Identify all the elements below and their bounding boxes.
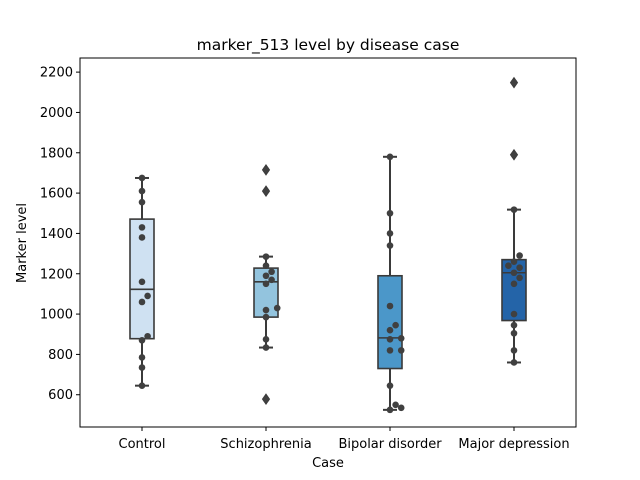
y-tick-label: 2000 — [40, 106, 73, 121]
data-point — [510, 206, 518, 213]
y-tick-label: 1400 — [40, 227, 73, 242]
y-tick-label: 2200 — [40, 66, 73, 81]
data-point — [510, 321, 518, 329]
data-point — [516, 264, 523, 272]
data-point — [144, 332, 151, 340]
x-tick-label: Control — [119, 437, 166, 452]
data-point — [386, 242, 394, 249]
data-point — [510, 280, 518, 288]
swarm-points — [386, 153, 405, 414]
data-point — [516, 274, 523, 282]
data-point — [262, 272, 270, 280]
x-tick-label: Major depression — [458, 437, 569, 452]
data-point — [262, 187, 270, 195]
data-point — [138, 234, 146, 241]
y-tick-label: 1200 — [40, 267, 73, 282]
data-point — [505, 262, 512, 269]
data-point — [262, 280, 270, 288]
plot-frame — [79, 57, 577, 428]
y-axis: 600 800 1000 1200 1400 1600 1800 2000 2200 — [40, 66, 80, 403]
x-axis-label: Case — [312, 456, 344, 471]
data-point — [268, 276, 275, 284]
y-tick-label: 1000 — [40, 308, 73, 323]
data-point — [262, 253, 270, 260]
data-point — [268, 268, 275, 276]
data-point — [273, 304, 281, 312]
data-point — [262, 306, 270, 314]
plot-area — [129, 76, 527, 414]
data-point — [262, 335, 270, 343]
data-point — [397, 347, 405, 354]
data-point — [386, 230, 394, 237]
x-tick-label: Schizophrenia — [220, 437, 311, 452]
data-point — [138, 354, 146, 361]
data-point — [510, 79, 518, 86]
data-point — [138, 174, 146, 182]
data-point — [262, 344, 270, 351]
x-axis: Control Schizophrenia Bipolar disorder Majo… — [119, 427, 570, 452]
data-point — [397, 404, 405, 412]
data-point — [386, 326, 394, 334]
box-iqr — [377, 274, 403, 370]
data-point — [262, 166, 270, 174]
data-point — [386, 209, 394, 217]
data-point — [392, 321, 399, 329]
x-tick-label: Bipolar disorder — [338, 437, 442, 452]
y-tick-label: 600 — [48, 388, 73, 403]
data-point — [138, 198, 146, 206]
y-tick-label: 1600 — [40, 187, 73, 202]
chart-title: marker_513 level by disease case — [197, 36, 460, 55]
data-point — [510, 347, 518, 354]
data-point — [510, 258, 518, 265]
data-point — [510, 310, 518, 318]
data-point — [386, 153, 394, 161]
data-point — [510, 269, 518, 277]
data-point — [138, 298, 146, 306]
data-point — [386, 347, 394, 354]
y-tick-label: 1800 — [40, 146, 73, 161]
data-point — [138, 382, 146, 389]
data-point — [510, 151, 518, 159]
y-axis-label: Marker level — [15, 203, 30, 283]
data-point — [262, 395, 270, 403]
data-point — [386, 335, 394, 343]
data-point — [392, 401, 399, 409]
data-point — [262, 313, 270, 321]
data-point — [510, 329, 518, 337]
data-point — [138, 278, 146, 286]
data-point — [144, 292, 151, 300]
data-point — [386, 406, 394, 414]
data-point — [510, 359, 518, 366]
data-point — [386, 302, 394, 310]
data-point — [138, 336, 146, 344]
swarm-points — [138, 174, 151, 389]
data-point — [138, 187, 146, 195]
data-point — [386, 382, 394, 389]
data-point — [397, 334, 405, 342]
data-point — [262, 262, 270, 269]
data-point — [138, 224, 146, 231]
data-point — [516, 252, 523, 259]
y-tick-label: 800 — [48, 348, 73, 363]
data-point — [138, 364, 146, 371]
swarm-points — [505, 79, 523, 366]
swarm-points — [262, 166, 281, 403]
